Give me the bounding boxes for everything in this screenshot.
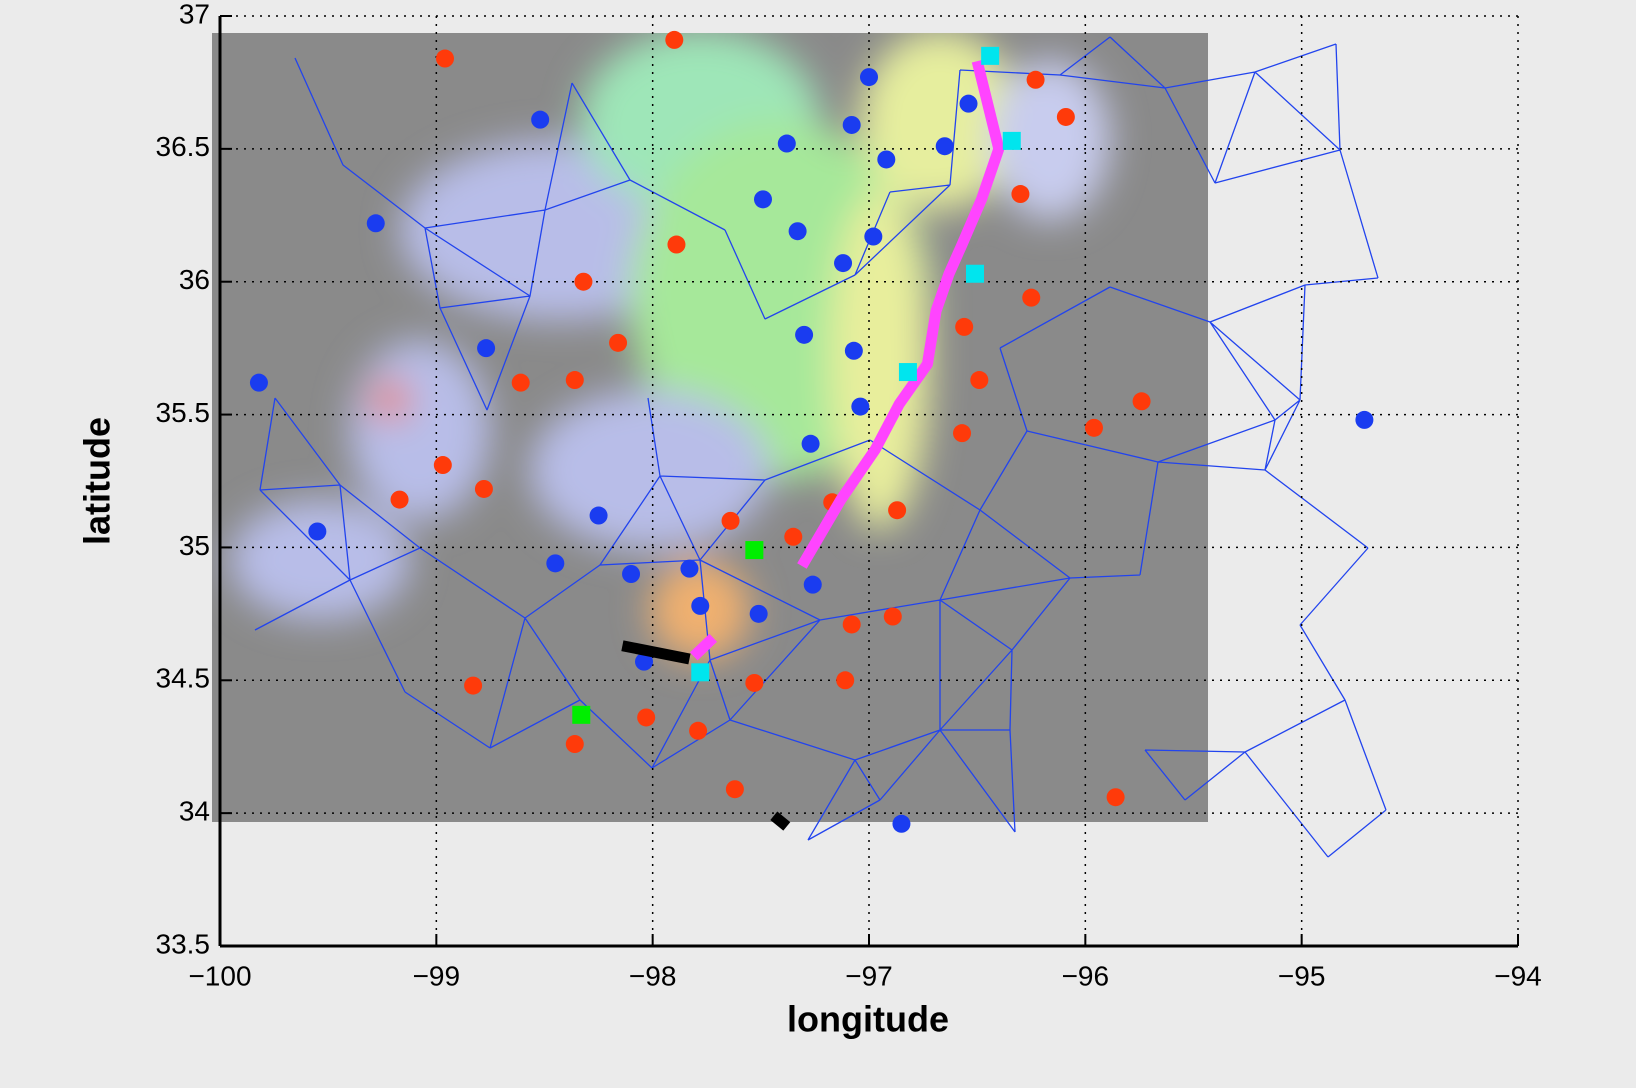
station-dot	[888, 501, 907, 520]
x-tick-label: −100	[188, 960, 251, 991]
y-tick-label: 34.5	[156, 663, 211, 694]
station-dot	[477, 339, 496, 358]
x-tick-label: −95	[1278, 960, 1326, 991]
station-dot	[749, 604, 768, 623]
station-dot	[795, 325, 814, 344]
station-dot	[851, 397, 870, 416]
station-dot	[753, 190, 772, 209]
station-dot	[883, 607, 902, 626]
mesh-edges	[254, 36, 1387, 858]
station-dot	[474, 479, 493, 498]
station-dot	[667, 235, 686, 254]
station-square	[691, 663, 710, 682]
station-dot	[892, 814, 911, 833]
station-dot	[574, 272, 593, 291]
station-dot	[609, 333, 628, 352]
station-square	[898, 363, 917, 382]
station-dot	[565, 371, 584, 390]
station-dot	[955, 317, 974, 336]
station-dot	[1084, 418, 1103, 437]
station-dot	[721, 511, 740, 530]
station-dot	[637, 708, 656, 727]
station-dot	[860, 68, 878, 87]
station-dot	[622, 565, 641, 583]
y-tick-label: 35.5	[156, 397, 211, 428]
x-axis-label: longitude	[787, 999, 949, 1040]
station-dot	[842, 115, 861, 134]
station-square	[981, 46, 1000, 65]
y-tick-label: 37	[179, 0, 210, 29]
x-tick-label: −97	[845, 960, 893, 991]
track-line	[770, 811, 791, 831]
triangulation-mesh	[254, 36, 1387, 858]
x-tick-label: −99	[413, 960, 461, 991]
x-tick-label: −98	[629, 960, 677, 991]
station-square	[1002, 131, 1021, 150]
station-dot	[689, 721, 708, 740]
track-line	[797, 59, 1005, 569]
x-tick-label: −96	[1062, 960, 1110, 991]
y-tick-label: 36.5	[156, 131, 211, 162]
station-dot	[844, 341, 863, 360]
track-line	[689, 633, 718, 661]
station-dot	[249, 373, 268, 392]
station-dot	[1026, 70, 1045, 89]
station-dot	[366, 214, 385, 233]
station-dot	[970, 371, 989, 390]
station-dot	[435, 49, 454, 68]
station-square	[572, 705, 591, 724]
station-dot	[788, 222, 807, 241]
station-dot	[433, 456, 452, 475]
station-dot	[531, 110, 550, 129]
station-dot	[803, 575, 822, 594]
y-tick-label: 34	[179, 796, 210, 827]
station-dot	[935, 137, 954, 156]
station-dot	[842, 615, 861, 634]
station-dot	[1355, 410, 1374, 429]
y-tick-label: 35	[179, 530, 210, 561]
station-dot	[464, 676, 483, 695]
station-dot	[725, 780, 744, 799]
station-dot	[777, 134, 796, 153]
station-dot	[589, 506, 608, 525]
y-axis-label: latitude	[77, 417, 118, 545]
station-dot	[680, 559, 699, 578]
station-dot	[1056, 107, 1075, 126]
station-dot	[635, 652, 654, 671]
station-dot	[745, 673, 764, 692]
station-dot	[511, 373, 530, 392]
station-dot	[308, 522, 327, 541]
station-dot	[1011, 185, 1030, 204]
station-dot	[1022, 288, 1041, 307]
station-dot	[546, 554, 565, 573]
station-dot	[784, 527, 803, 546]
station-dot	[1132, 392, 1151, 411]
station-dot	[836, 671, 855, 690]
station-dot	[864, 227, 883, 246]
station-dot	[1106, 788, 1125, 807]
station-dot	[691, 596, 710, 615]
station-dot	[834, 254, 853, 273]
station-dot	[665, 30, 684, 49]
track-line	[621, 640, 691, 665]
x-tick-label: −94	[1494, 960, 1542, 991]
station-dot	[565, 735, 584, 754]
station-dot	[801, 434, 820, 453]
y-tick-label: 33.5	[156, 928, 211, 959]
station-square	[966, 264, 985, 283]
y-tick-label: 36	[179, 264, 210, 295]
station-dot	[959, 94, 978, 113]
station-dot	[953, 424, 972, 443]
station-square	[745, 541, 764, 560]
plot-marks	[249, 30, 1374, 833]
station-dot	[877, 150, 896, 169]
station-dot	[390, 490, 409, 509]
